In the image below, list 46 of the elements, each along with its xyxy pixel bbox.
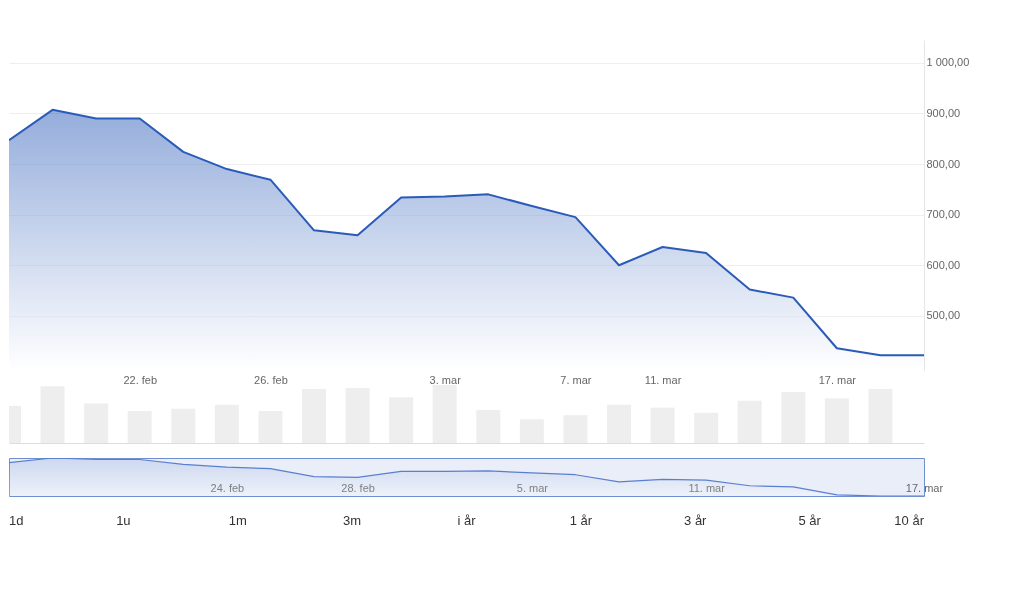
bar (40, 386, 65, 443)
x-tick-label: 26. feb (254, 373, 288, 386)
text: 1 år (569, 513, 593, 528)
bar (781, 391, 806, 443)
text: 10 år (894, 513, 925, 528)
y-tick-label: 1 000,00 (926, 56, 970, 69)
x-tick-label: 3. mar (429, 373, 462, 386)
x-tick-label: 17. mar (818, 373, 857, 386)
bar (214, 404, 239, 443)
x-tick-label: 5. mar (516, 481, 549, 494)
x-tick-label: 28. feb (341, 481, 375, 494)
bar (824, 398, 849, 443)
bar (258, 411, 283, 443)
text: 3 år (684, 513, 708, 528)
text: 1d (9, 513, 24, 528)
x-tick-label: 7. mar (560, 373, 592, 386)
bar (302, 389, 326, 443)
bar (650, 407, 675, 443)
bar (476, 409, 501, 443)
x-tick-label: 11. mar (644, 373, 682, 386)
bar (84, 403, 109, 443)
bar (345, 387, 370, 443)
bar (607, 404, 631, 443)
y-tick-label: 700,00 (926, 208, 961, 221)
bar (519, 419, 544, 443)
bar (694, 412, 719, 443)
x-tick-label: 11. mar (688, 481, 726, 494)
bar (171, 408, 196, 443)
bar (737, 400, 762, 443)
bar (868, 389, 893, 443)
bar (563, 415, 588, 443)
x-tick-label: 22. feb (123, 373, 158, 386)
text: 1m (228, 513, 247, 528)
bar (432, 385, 457, 443)
y-tick-label: 800,00 (926, 157, 961, 170)
bar (389, 397, 414, 443)
text: 1u (116, 513, 131, 528)
x-tick-label: 24. feb (210, 481, 245, 494)
y-tick-label: 500,00 (926, 309, 961, 322)
text: 5 år (798, 513, 822, 528)
text: i år (457, 513, 477, 528)
x-tick-label: 17. mar (905, 481, 944, 494)
y-tick-label: 900,00 (926, 106, 961, 119)
bar (127, 411, 152, 443)
text: 3m (343, 513, 362, 528)
y-tick-label: 600,00 (926, 258, 961, 271)
